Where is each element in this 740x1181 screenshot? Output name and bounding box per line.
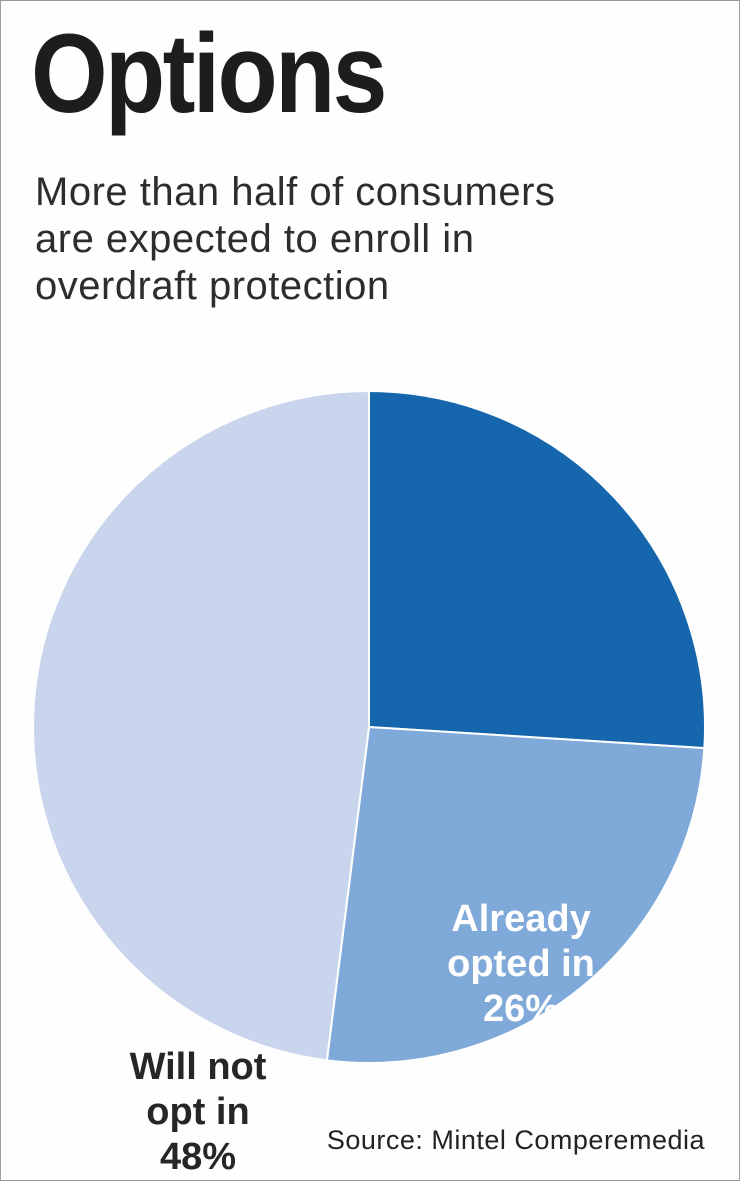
- slice-label-already-opted-in: Already opted in 26%: [447, 898, 595, 1030]
- subtitle: More than half of consumers are expected…: [35, 170, 556, 308]
- pie-slice-will-not-opt-in: [32, 389, 370, 1062]
- pie-slice-already-opted-in: [368, 389, 706, 750]
- slice-label-will-not-opt-in: Will not opt in 48%: [129, 1046, 267, 1178]
- page-title: Options: [31, 11, 387, 136]
- pie-chart-svg: [32, 389, 706, 1064]
- pie-chart: Already opted in 26% Planning to opt in …: [1, 381, 739, 1178]
- pie-slice-planning-to-opt-in: [325, 725, 706, 1064]
- source-note: Source: Mintel Comperemedia: [326, 1125, 705, 1155]
